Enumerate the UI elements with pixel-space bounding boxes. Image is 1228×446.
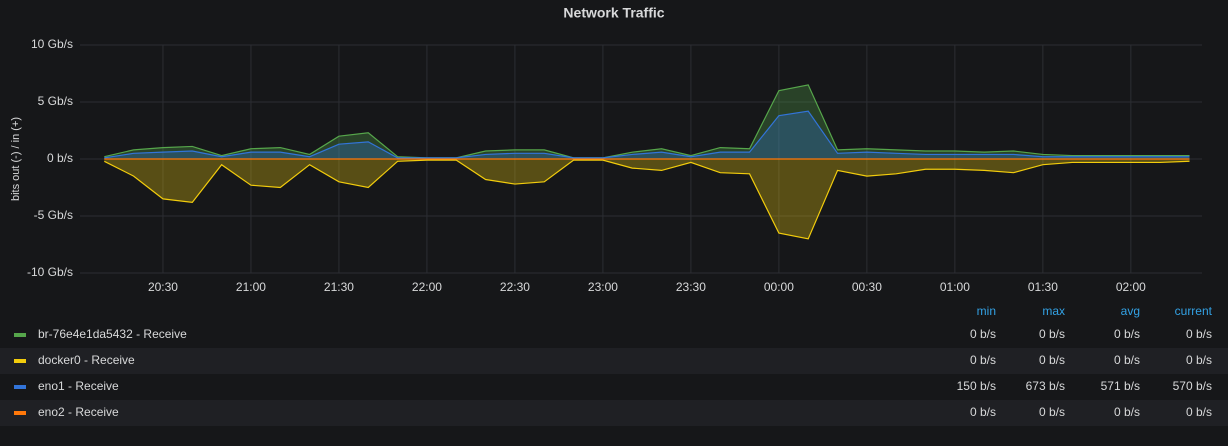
x-tick-label: 01:00: [940, 280, 970, 294]
x-tick-label: 23:30: [676, 280, 706, 294]
legend-row-band: [0, 400, 1228, 426]
legend-stat: 0 b/s: [970, 327, 996, 341]
legend-stat: 673 b/s: [1026, 379, 1065, 393]
legend-stat: 0 b/s: [1039, 353, 1065, 367]
x-tick-label: 01:30: [1028, 280, 1058, 294]
series-area: [104, 84, 1190, 159]
x-tick-label: 20:30: [148, 280, 178, 294]
x-tick-label: 21:30: [324, 280, 354, 294]
legend-stat: 0 b/s: [970, 353, 996, 367]
legend-swatch: [14, 411, 26, 415]
y-tick-label: 10 Gb/s: [31, 37, 73, 51]
legend-stat: 0 b/s: [1114, 327, 1140, 341]
series-line: [104, 159, 1190, 240]
x-tick-label: 23:00: [588, 280, 618, 294]
x-tick-label: 22:00: [412, 280, 442, 294]
legend-header: current: [1175, 304, 1213, 318]
legend-stat: 150 b/s: [957, 379, 996, 393]
y-tick-label: -10 Gb/s: [27, 265, 73, 279]
x-tick-label: 21:00: [236, 280, 266, 294]
panel-title: Network Traffic: [563, 5, 664, 21]
legend-swatch: [14, 385, 26, 389]
legend-stat: 571 b/s: [1101, 379, 1140, 393]
series-line: [104, 110, 1190, 159]
legend-name: docker0 - Receive: [38, 353, 135, 367]
x-tick-label: 22:30: [500, 280, 530, 294]
x-tick-label: 02:00: [1116, 280, 1146, 294]
legend-header: avg: [1121, 304, 1140, 318]
series-line: [104, 84, 1190, 159]
legend-stat: 0 b/s: [970, 405, 996, 419]
series-area: [104, 159, 1190, 239]
legend-name: eno1 - Receive: [38, 379, 119, 393]
legend-name: eno2 - Receive: [38, 405, 119, 419]
y-tick-label: 0 b/s: [47, 151, 73, 165]
legend-header: min: [977, 304, 996, 318]
y-axis-label: bits out (-) / in (+): [10, 117, 22, 201]
legend-name: br-76e4e1da5432 - Receive: [38, 327, 187, 341]
y-tick-label: 5 Gb/s: [38, 94, 73, 108]
legend-row-band: [0, 348, 1228, 374]
legend-swatch: [14, 333, 26, 337]
legend-stat: 0 b/s: [1039, 405, 1065, 419]
y-tick-label: -5 Gb/s: [34, 208, 73, 222]
legend-header: max: [1042, 304, 1065, 318]
legend-stat: 0 b/s: [1039, 327, 1065, 341]
legend-stat: 0 b/s: [1114, 353, 1140, 367]
legend-stat: 0 b/s: [1186, 405, 1212, 419]
x-tick-label: 00:30: [852, 280, 882, 294]
legend-stat: 0 b/s: [1186, 327, 1212, 341]
legend-stat: 570 b/s: [1173, 379, 1212, 393]
legend-swatch: [14, 359, 26, 363]
legend-stat: 0 b/s: [1114, 405, 1140, 419]
x-tick-label: 00:00: [764, 280, 794, 294]
series-area: [104, 111, 1190, 159]
legend-stat: 0 b/s: [1186, 353, 1212, 367]
